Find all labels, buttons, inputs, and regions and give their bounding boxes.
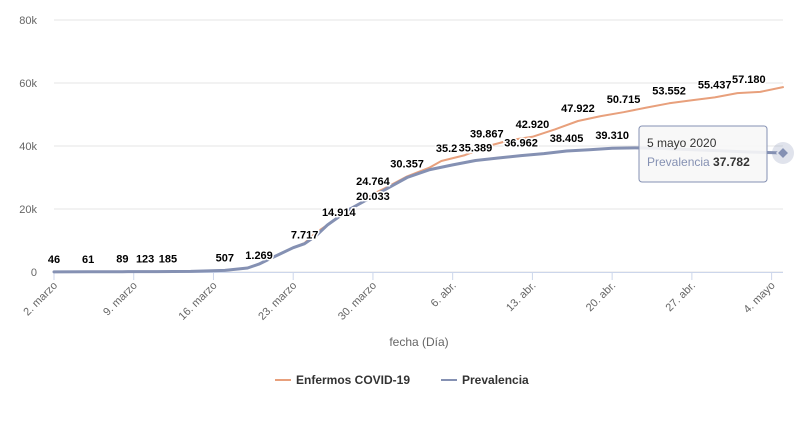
data-label: 57.180 [732,74,766,86]
x-tick-label: 13. abr. [504,280,538,314]
x-tick-label: 20. abr. [584,280,618,314]
tooltip-date: 5 mayo 2020 [647,136,717,150]
legend[interactable]: Enfermos COVID-19 Prevalencia [275,373,529,387]
x-tick-label: 27. abr. [664,280,698,314]
y-axis-ticks: 0 20k 40k 60k 80k [19,15,37,279]
data-label: 35.389 [459,143,493,155]
data-label: 7.717 [291,230,319,242]
data-label: 89 [116,254,128,266]
data-label: 61 [82,254,94,266]
data-label: 46 [48,254,60,266]
x-axis-title: fecha (Día) [389,335,448,349]
tooltip-value: Prevalencia 37.782 [647,155,750,169]
tooltip-box [638,125,768,183]
x-tick-label: 2. marzo [21,280,60,319]
legend-item-prevalencia[interactable]: Prevalencia [441,373,529,387]
data-label: 38.405 [550,133,584,145]
legend-label: Enfermos COVID-19 [296,373,410,387]
y-tick-label: 0 [31,267,37,279]
tooltip: 5 mayo 2020 Prevalencia 37.782 [638,125,794,183]
legend-item-enfermos[interactable]: Enfermos COVID-19 [275,373,410,387]
y-tick-label: 20k [19,204,37,216]
data-label: 1.269 [245,250,273,262]
data-label: 35.231 [436,143,470,155]
y-tick-label: 40k [19,141,37,153]
hover-marker [775,145,791,161]
data-label: 53.552 [652,85,686,97]
y-tick-label: 80k [19,15,37,27]
data-label: 42.920 [516,119,550,131]
data-label: 55.437 [698,79,732,91]
data-label: 20.033 [356,191,390,203]
y-tick-label: 60k [19,78,37,90]
data-label: 39.867 [470,128,504,140]
x-tick-label: 6. abr. [429,280,459,310]
data-label: 47.922 [561,103,595,115]
x-tick-label: 23. marzo [256,280,299,323]
x-tick-label: 16. marzo [177,280,220,323]
legend-label: Prevalencia [462,373,529,387]
hover-halo [772,141,794,164]
data-label: 123 [136,254,154,266]
x-axis: 2. marzo 9. marzo 16. marzo 23. marzo 30. ma… [21,272,783,323]
x-tick-label: 9. marzo [101,280,140,319]
data-label: 39.310 [595,130,629,142]
data-label: 36.962 [504,138,538,150]
data-label: 24.764 [356,176,391,188]
data-label: 50.715 [607,94,641,106]
data-label: 185 [159,253,177,265]
data-label: 14.914 [322,207,357,219]
x-tick-label: 4. mayo [742,280,778,316]
data-label: 507 [216,252,234,264]
data-label: 30.357 [390,158,424,170]
x-tick-label: 30. marzo [336,280,379,323]
